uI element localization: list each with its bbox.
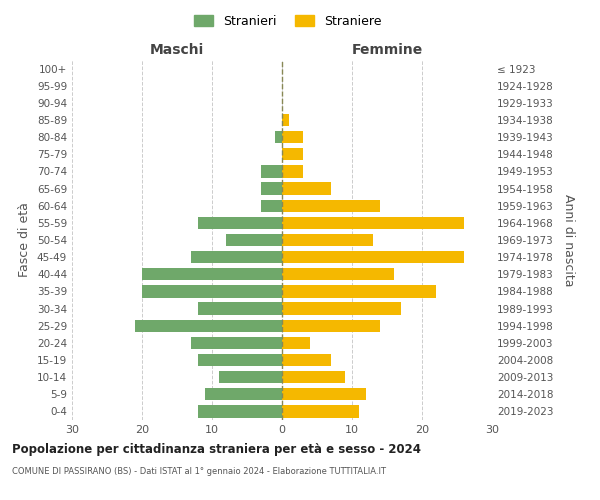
Bar — [226, 234, 282, 246]
Bar — [282, 216, 464, 229]
Bar — [282, 286, 436, 298]
Bar — [261, 166, 282, 177]
Bar — [282, 371, 345, 384]
Text: Maschi: Maschi — [150, 44, 204, 58]
Bar — [282, 182, 331, 194]
Legend: Stranieri, Straniere: Stranieri, Straniere — [188, 8, 388, 34]
Bar — [135, 320, 282, 332]
Bar — [282, 200, 380, 212]
Bar — [205, 388, 282, 400]
Text: COMUNE DI PASSIRANO (BS) - Dati ISTAT al 1° gennaio 2024 - Elaborazione TUTTITAL: COMUNE DI PASSIRANO (BS) - Dati ISTAT al… — [12, 468, 386, 476]
Bar — [282, 148, 303, 160]
Text: Popolazione per cittadinanza straniera per età e sesso - 2024: Popolazione per cittadinanza straniera p… — [12, 442, 421, 456]
Bar — [142, 268, 282, 280]
Bar — [282, 166, 303, 177]
Y-axis label: Fasce di età: Fasce di età — [19, 202, 31, 278]
Bar — [191, 251, 282, 264]
Bar — [198, 302, 282, 314]
Bar — [282, 251, 464, 264]
Y-axis label: Anni di nascita: Anni di nascita — [562, 194, 575, 286]
Bar — [282, 388, 366, 400]
Bar — [282, 302, 401, 314]
Bar — [261, 182, 282, 194]
Bar — [219, 371, 282, 384]
Bar — [282, 354, 331, 366]
Bar — [142, 286, 282, 298]
Bar — [198, 354, 282, 366]
Bar — [198, 216, 282, 229]
Bar — [282, 336, 310, 349]
Bar — [282, 406, 359, 417]
Bar — [282, 131, 303, 143]
Text: Femmine: Femmine — [352, 44, 422, 58]
Bar — [261, 200, 282, 212]
Bar — [191, 336, 282, 349]
Bar — [282, 320, 380, 332]
Bar — [275, 131, 282, 143]
Bar — [198, 406, 282, 417]
Bar — [282, 114, 289, 126]
Bar — [282, 234, 373, 246]
Bar — [282, 268, 394, 280]
